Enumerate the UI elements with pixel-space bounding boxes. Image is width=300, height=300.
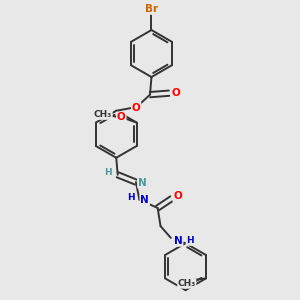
Text: O: O <box>171 88 180 98</box>
Text: N: N <box>140 195 149 205</box>
Text: H: H <box>127 193 134 202</box>
Text: O: O <box>173 191 182 201</box>
Text: N: N <box>138 178 147 188</box>
Text: CH₃: CH₃ <box>94 110 112 119</box>
Text: CH₃: CH₃ <box>178 279 196 288</box>
Text: H: H <box>104 168 112 177</box>
Text: Br: Br <box>145 4 158 14</box>
Text: O: O <box>117 112 126 122</box>
Text: H: H <box>186 236 194 245</box>
Text: O: O <box>132 103 141 113</box>
Text: N: N <box>174 236 183 246</box>
